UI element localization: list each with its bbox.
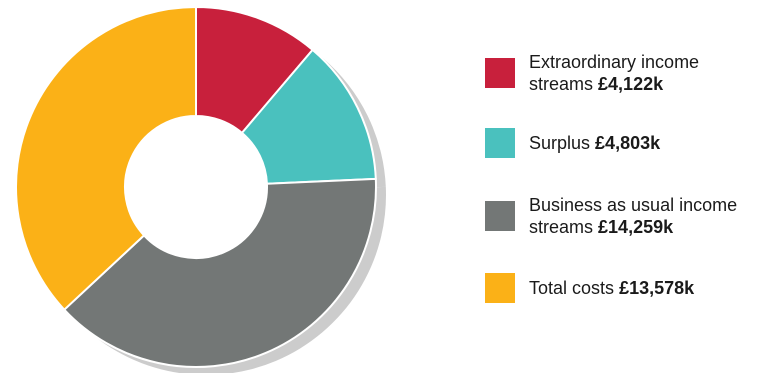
legend-item-extraordinary: Extraordinary income streams £4,122k — [485, 51, 765, 95]
legend-item-total-costs: Total costs £13,578k — [485, 273, 694, 303]
legend-label-extraordinary: Extraordinary income streams — [529, 52, 700, 94]
legend-swatch-extraordinary — [485, 58, 515, 88]
donut-slices — [15, 6, 377, 368]
legend-value-extraordinary: £4,122k — [598, 74, 664, 94]
legend-swatch-surplus — [485, 128, 515, 158]
donut-hole — [125, 116, 267, 258]
donut-chart — [15, 6, 386, 373]
legend-label-business-as-usual: Business as usual income streams — [529, 195, 738, 237]
legend-item-business-as-usual: Business as usual income streams £14,259… — [485, 194, 765, 238]
legend-item-surplus: Surplus £4,803k — [485, 128, 660, 158]
legend-swatch-business-as-usual — [485, 201, 515, 231]
legend-label-total-costs: Total costs — [529, 278, 615, 298]
legend-label-surplus: Surplus — [529, 133, 591, 153]
legend-value-business-as-usual: £14,259k — [598, 217, 674, 237]
legend-value-total-costs: £13,578k — [619, 278, 695, 298]
legend-swatch-total-costs — [485, 273, 515, 303]
chart-legend: Extraordinary income streams £4,122k Sur… — [485, 0, 767, 373]
legend-value-surplus: £4,803k — [595, 133, 661, 153]
